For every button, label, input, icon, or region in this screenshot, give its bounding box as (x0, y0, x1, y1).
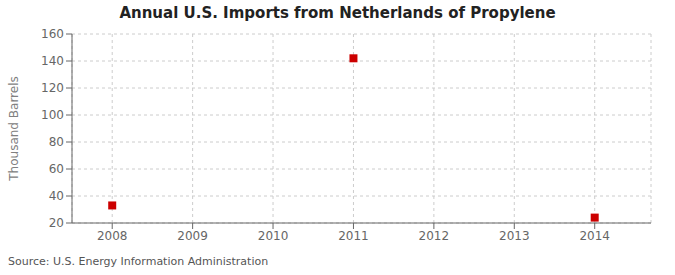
svg-text:2008: 2008 (97, 229, 128, 243)
svg-text:40: 40 (49, 189, 64, 203)
svg-text:2009: 2009 (177, 229, 208, 243)
svg-text:80: 80 (49, 135, 64, 149)
svg-text:2013: 2013 (499, 229, 530, 243)
html-text:Source: U.S. Energy Informatio: Source: U.S. Energy Information Administ… (8, 255, 269, 268)
svg-text:60: 60 (49, 162, 64, 176)
svg-text:140: 140 (41, 54, 64, 68)
svg-text:160: 160 (41, 27, 64, 41)
svg-text:120: 120 (41, 81, 64, 95)
svg-text:2014: 2014 (579, 229, 610, 243)
svg-text:2011: 2011 (338, 229, 369, 243)
svg-text:Thousand Barrels: Thousand Barrels (8, 76, 21, 181)
svg-text:100: 100 (41, 108, 64, 122)
html-text:Annual U.S. Imports from Nethe: Annual U.S. Imports from Netherlands of … (119, 4, 556, 22)
svg-text:2010: 2010 (258, 229, 289, 243)
svg-text:20: 20 (49, 216, 64, 230)
svg-text:2012: 2012 (419, 229, 450, 243)
